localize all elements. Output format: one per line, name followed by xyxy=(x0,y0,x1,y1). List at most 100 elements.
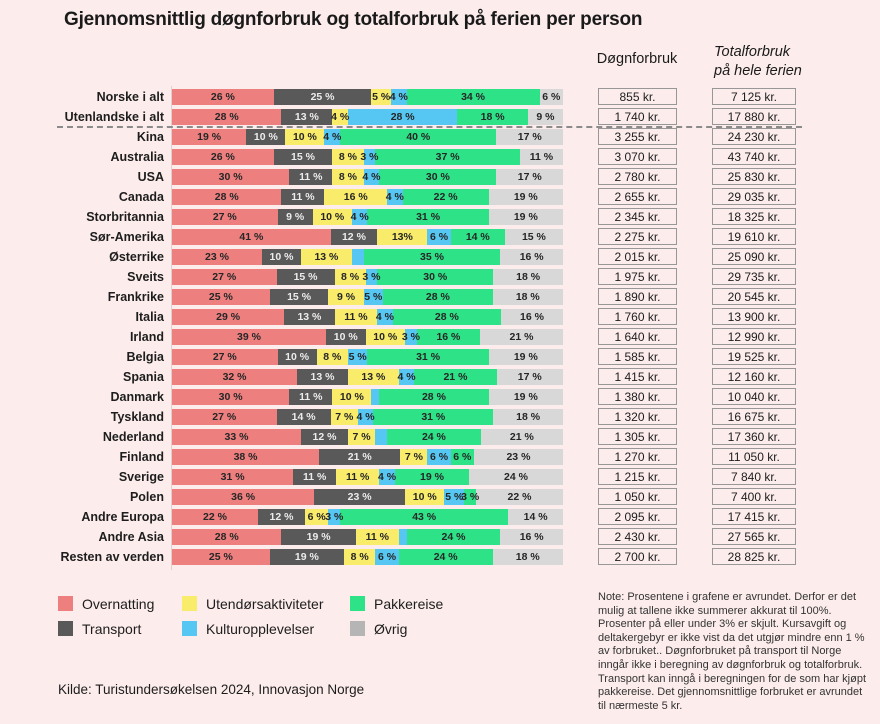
bar-segment-label: 34 % xyxy=(461,91,486,103)
stacked-bar: 23 % 10 % 13 % 35 % 16 % xyxy=(172,249,563,265)
bar-segment-label: 16 % xyxy=(519,251,544,263)
bar-segment-label: 11 % xyxy=(291,191,315,203)
bar-segment: 30 % xyxy=(377,269,494,285)
bar-segment: 9 % xyxy=(277,209,313,225)
stacked-bar: 19 % 10 % 10 % 4 % 40 % 17 % xyxy=(172,129,563,145)
bar-segment: 28 % xyxy=(347,109,458,125)
bar-segment: 37 % xyxy=(375,149,520,165)
daily-value-box: 1 640 kr. xyxy=(598,328,677,345)
bar-segment-label: 31 % xyxy=(416,351,441,363)
bar-segment-label: 21 % xyxy=(509,331,534,343)
bar-segment-label: 4 % xyxy=(323,131,342,143)
bar-segment: 16 % xyxy=(500,529,563,545)
row-label: Canada xyxy=(118,190,164,204)
bar-segment-label: 23 % xyxy=(506,451,531,463)
stacked-bar: 31 % 11 % 11 % 4 % 19 % 24 % xyxy=(172,469,563,485)
bar-segment: 23 % xyxy=(172,249,262,265)
bar-segment: 24 % xyxy=(469,469,563,485)
bar-segment: 31 % xyxy=(373,409,494,425)
column-header-daily: Døgnforbruk xyxy=(596,51,678,67)
bar-segment: 15 % xyxy=(276,269,335,285)
daily-value-box: 1 305 kr. xyxy=(598,428,677,445)
total-value-box: 11 050 kr. xyxy=(712,448,796,465)
bar-segment: 3 % xyxy=(402,329,420,345)
row-label: Italia xyxy=(135,310,165,324)
bar-segment: 17 % xyxy=(496,169,563,185)
bar-segment: 13 % xyxy=(281,109,333,125)
chart-row: Frankrike 25 % 15 % 9 % 5 % 28 % 18 % 1 890 kr.… xyxy=(0,288,880,309)
bar-segment: 4 % xyxy=(377,469,397,485)
bar-segment: 30 % xyxy=(172,389,290,405)
bar-segment-label: 10 % xyxy=(373,331,398,343)
chart-row: Andre Asia 28 % 19 % 11 % 24 % 16 % 2 430 kr. 2… xyxy=(0,528,880,549)
bar-segment: 27 % xyxy=(172,269,277,285)
bar-segment xyxy=(375,429,387,445)
bar-segment: 14 % xyxy=(276,409,331,425)
bar-segment: 28 % xyxy=(172,109,282,125)
bar-segment: 6 % xyxy=(304,509,329,525)
legend-label: Transport xyxy=(82,620,142,637)
chart-row: Finland 38 % 21 % 7 % 6 % 6 % 23 % 1 270 kr. 11 … xyxy=(0,448,880,469)
bar-segment-label: 4 % xyxy=(377,471,397,483)
total-value-box: 13 900 kr. xyxy=(712,308,796,325)
stacked-bar: 29 % 13 % 11 % 4 % 28 % 16 % xyxy=(172,309,563,325)
row-label: Sør-Amerika xyxy=(89,230,164,244)
bar-segment-label: 31 % xyxy=(421,411,446,423)
bar-segment-label: 18 % xyxy=(516,411,541,423)
bar-segment-label: 17 % xyxy=(517,171,542,183)
bar-segment: 12 % xyxy=(258,509,305,525)
bar-segment-label: 12 % xyxy=(341,231,366,243)
bar-segment-label: 10 % xyxy=(320,211,345,223)
bar-segment: 4 % xyxy=(351,209,369,225)
stacked-bar: 28 % 11 % 16 % 4 % 22 % 19 % xyxy=(172,189,563,205)
chart-axis-line xyxy=(171,86,172,570)
bar-segment-label: 28 % xyxy=(421,391,446,403)
stacked-bar: 33 % 12 % 7 % 24 % 21 % xyxy=(172,429,563,445)
bar-segment-label: 13 % xyxy=(361,371,386,383)
bar-segment-label: 24 % xyxy=(441,531,466,543)
bar-segment: 28 % xyxy=(172,529,282,545)
bar-segment: 15 % xyxy=(504,229,563,245)
total-value-box: 19 610 kr. xyxy=(712,228,796,245)
bar-segment-label: 19 % xyxy=(513,211,538,223)
bar-segment: 5 % xyxy=(363,289,384,305)
bar-segment xyxy=(371,389,380,405)
bar-segment-label: 11 % xyxy=(299,391,323,403)
bar-segment-label: 13 % xyxy=(294,111,319,123)
bar-segment: 11 % xyxy=(334,309,378,325)
bar-segment: 19 % xyxy=(394,469,470,485)
bar-segment: 11 % xyxy=(289,169,333,185)
daily-value-box: 1 415 kr. xyxy=(598,368,677,385)
bar-segment-label: 35 % xyxy=(420,251,444,263)
total-value-box: 10 040 kr. xyxy=(712,388,796,405)
bar-segment: 28 % xyxy=(392,309,502,325)
chart-row: Italia 29 % 13 % 11 % 4 % 28 % 16 % 1 760 kr. 13… xyxy=(0,308,880,329)
bar-segment: 3 % xyxy=(461,489,479,505)
total-value-box: 7 400 kr. xyxy=(712,488,796,505)
bar-segment: 34 % xyxy=(406,89,540,105)
bar-segment-label: 24 % xyxy=(433,551,458,563)
total-value-box: 20 545 kr. xyxy=(712,288,796,305)
bar-segment-label: 3 % xyxy=(360,151,379,163)
bar-segment: 25 % xyxy=(172,549,270,565)
bar-segment: 7 % xyxy=(330,409,358,425)
total-value-box: 7 840 kr. xyxy=(712,468,796,485)
bar-segment-label: 22 % xyxy=(507,491,532,503)
page-title: Gjennomsnittlig døgnforbruk og totalforb… xyxy=(64,9,643,30)
row-label: Frankrike xyxy=(107,290,164,304)
bar-segment-label: 43 % xyxy=(412,511,437,523)
bar-segment-label: 18 % xyxy=(516,271,541,283)
bar-segment-label: 4 % xyxy=(389,91,408,103)
bar-segment-label: 12 % xyxy=(312,431,337,443)
total-value-box: 27 565 kr. xyxy=(712,528,796,545)
bar-segment-label: 7 % xyxy=(404,451,423,463)
chart-row: Utenlandske i alt 28 % 13 % 4 % 28 % 18 % 9 % 1… xyxy=(0,108,880,129)
chart-row: Sør-Amerika 41 % 12 % 13% 6 % 14 % 15 % 2 275 k… xyxy=(0,228,880,249)
daily-value-box: 2 275 kr. xyxy=(598,228,677,245)
total-value-box: 7 125 kr. xyxy=(712,88,796,105)
bar-segment: 11 % xyxy=(281,189,325,205)
chart-row: Nederland 33 % 12 % 7 % 24 % 21 % 1 305 kr. 17 … xyxy=(0,428,880,449)
bar-segment: 4 % xyxy=(398,369,416,385)
bar-segment: 4 % xyxy=(331,109,349,125)
